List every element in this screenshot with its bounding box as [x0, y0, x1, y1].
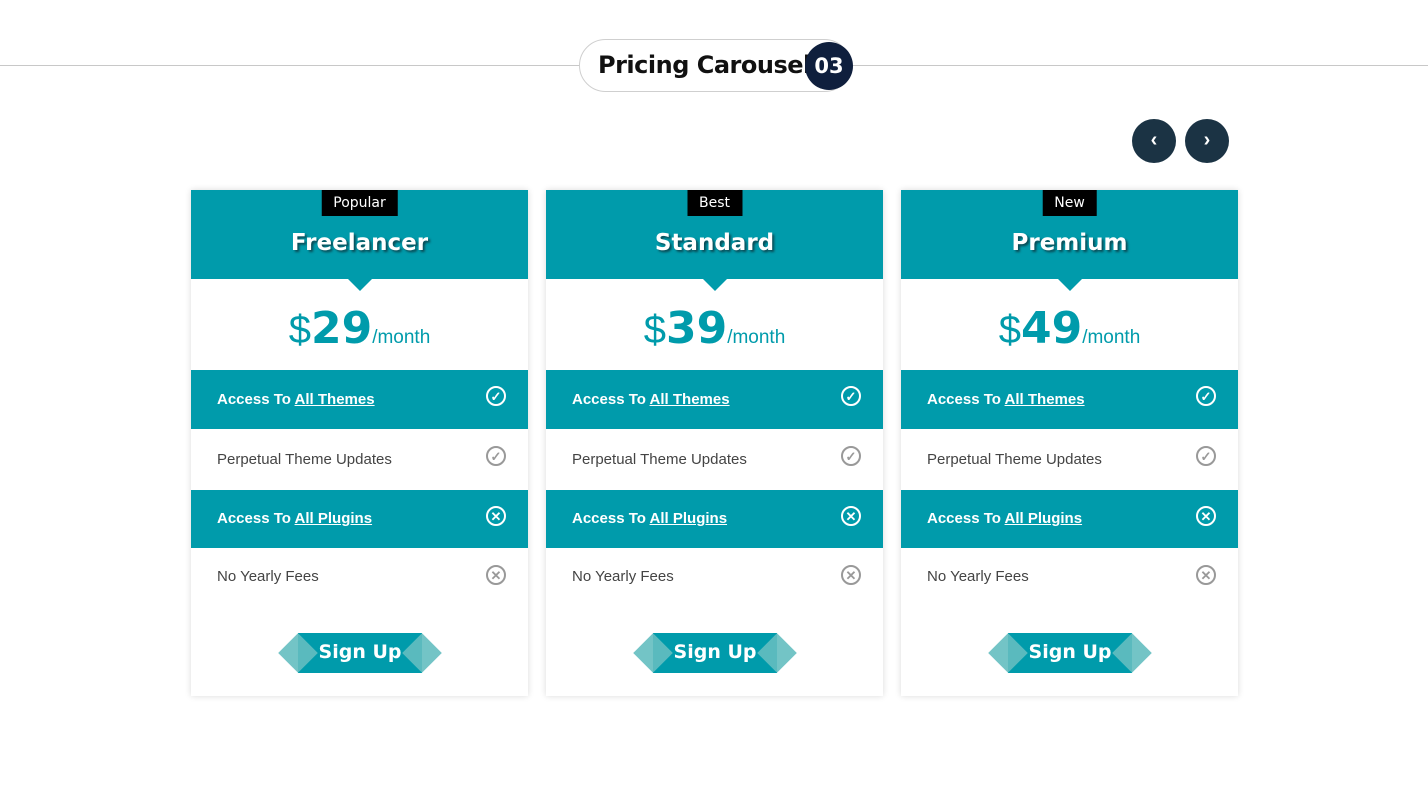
- button-body: [1008, 633, 1132, 673]
- feature-label: Access To: [572, 391, 650, 408]
- x-circle-icon: ✕: [1196, 506, 1216, 526]
- plan-price: $39/month: [546, 279, 883, 370]
- check-circle-icon: ✓: [1196, 446, 1216, 466]
- x-circle-icon: ✕: [486, 506, 506, 526]
- x-circle-icon: ✕: [841, 565, 861, 585]
- feature-row: No Yearly Fees ✕: [546, 548, 883, 606]
- plan-badge: Best: [686, 190, 743, 216]
- price-period: /month: [372, 327, 431, 348]
- carousel-prev-button[interactable]: ‹: [1132, 119, 1176, 163]
- check-circle-icon: ✓: [486, 446, 506, 466]
- feature-label: No Yearly Fees: [927, 568, 1029, 585]
- pricing-card-standard: Best Standard $39/month Access To All Th…: [546, 190, 883, 696]
- sign-up-label: Sign Up: [673, 641, 757, 663]
- feature-link[interactable]: All Plugins: [294, 510, 373, 527]
- sign-up-label: Sign Up: [318, 641, 402, 663]
- plan-price: $29/month: [191, 279, 528, 370]
- sign-up-label: Sign Up: [1028, 641, 1112, 663]
- price-amount: 49: [1020, 303, 1083, 354]
- feature-label: No Yearly Fees: [217, 568, 319, 585]
- chevron-right-icon: ›: [1203, 129, 1211, 151]
- feature-link[interactable]: All Plugins: [1004, 510, 1083, 527]
- sign-up-button[interactable]: Sign Up: [278, 633, 442, 673]
- feature-label: No Yearly Fees: [572, 568, 674, 585]
- check-circle-icon: ✓: [486, 386, 506, 406]
- card-header: Best Standard: [546, 190, 883, 291]
- pricing-card-freelancer: Popular Freelancer $29/month Access To A…: [191, 190, 528, 696]
- plan-name: Premium: [1011, 230, 1128, 256]
- feature-label: Perpetual Theme Updates: [927, 451, 1102, 468]
- plan-price: $49/month: [901, 279, 1238, 370]
- button-body: [653, 633, 777, 673]
- feature-row: Access To All Themes ✓: [191, 370, 528, 429]
- feature-link[interactable]: All Themes: [1004, 391, 1085, 408]
- header-pointer: [1057, 279, 1082, 291]
- feature-row: Access To All Themes ✓: [546, 370, 883, 429]
- sign-up-button[interactable]: Sign Up: [633, 633, 797, 673]
- feature-row: Access To All Plugins ✕: [901, 490, 1238, 548]
- x-circle-icon: ✕: [1196, 565, 1216, 585]
- feature-link[interactable]: All Themes: [294, 391, 375, 408]
- feature-label: Access To: [572, 510, 650, 527]
- feature-row: Access To All Plugins ✕: [546, 490, 883, 548]
- feature-row: No Yearly Fees ✕: [191, 548, 528, 606]
- price-period: /month: [1082, 327, 1141, 348]
- feature-link[interactable]: All Plugins: [649, 510, 728, 527]
- section-title: Pricing Carousel: [598, 51, 811, 79]
- price-currency: $: [643, 308, 666, 352]
- card-header: Popular Freelancer: [191, 190, 528, 291]
- sign-up-button[interactable]: Sign Up: [988, 633, 1152, 673]
- feature-label: Perpetual Theme Updates: [572, 451, 747, 468]
- header-pointer: [347, 279, 372, 291]
- feature-link[interactable]: All Themes: [649, 391, 730, 408]
- card-header: New Premium: [901, 190, 1238, 291]
- plan-name: Freelancer: [290, 230, 429, 256]
- chevron-left-icon: ‹: [1150, 129, 1158, 151]
- feature-label: Access To: [217, 510, 295, 527]
- feature-label: Access To: [927, 391, 1005, 408]
- feature-row: Access To All Themes ✓: [901, 370, 1238, 429]
- check-circle-icon: ✓: [841, 386, 861, 406]
- feature-row: Access To All Plugins ✕: [191, 490, 528, 548]
- price-period: /month: [727, 327, 786, 348]
- price-currency: $: [998, 308, 1021, 352]
- button-body: [298, 633, 422, 673]
- plan-badge: Popular: [321, 190, 398, 216]
- feature-label: Access To: [927, 510, 1005, 527]
- price-currency: $: [288, 308, 311, 352]
- feature-row: Perpetual Theme Updates ✓: [546, 429, 883, 490]
- check-circle-icon: ✓: [841, 446, 861, 466]
- x-circle-icon: ✕: [841, 506, 861, 526]
- x-circle-icon: ✕: [486, 565, 506, 585]
- pricing-card-premium: New Premium $49/month Access To All Them…: [901, 190, 1238, 696]
- section-number-badge: 03: [805, 42, 853, 90]
- feature-row: Perpetual Theme Updates ✓: [191, 429, 528, 490]
- feature-row: Perpetual Theme Updates ✓: [901, 429, 1238, 490]
- carousel-next-button[interactable]: ›: [1185, 119, 1229, 163]
- header-pointer: [702, 279, 727, 291]
- feature-row: No Yearly Fees ✕: [901, 548, 1238, 606]
- price-amount: 39: [665, 303, 728, 354]
- feature-label: Access To: [217, 391, 295, 408]
- plan-name: Standard: [654, 230, 775, 256]
- price-amount: 29: [310, 303, 373, 354]
- plan-badge: New: [1042, 190, 1097, 216]
- section-title-pill: Pricing Carousel 03: [579, 39, 853, 92]
- feature-label: Perpetual Theme Updates: [217, 451, 392, 468]
- check-circle-icon: ✓: [1196, 386, 1216, 406]
